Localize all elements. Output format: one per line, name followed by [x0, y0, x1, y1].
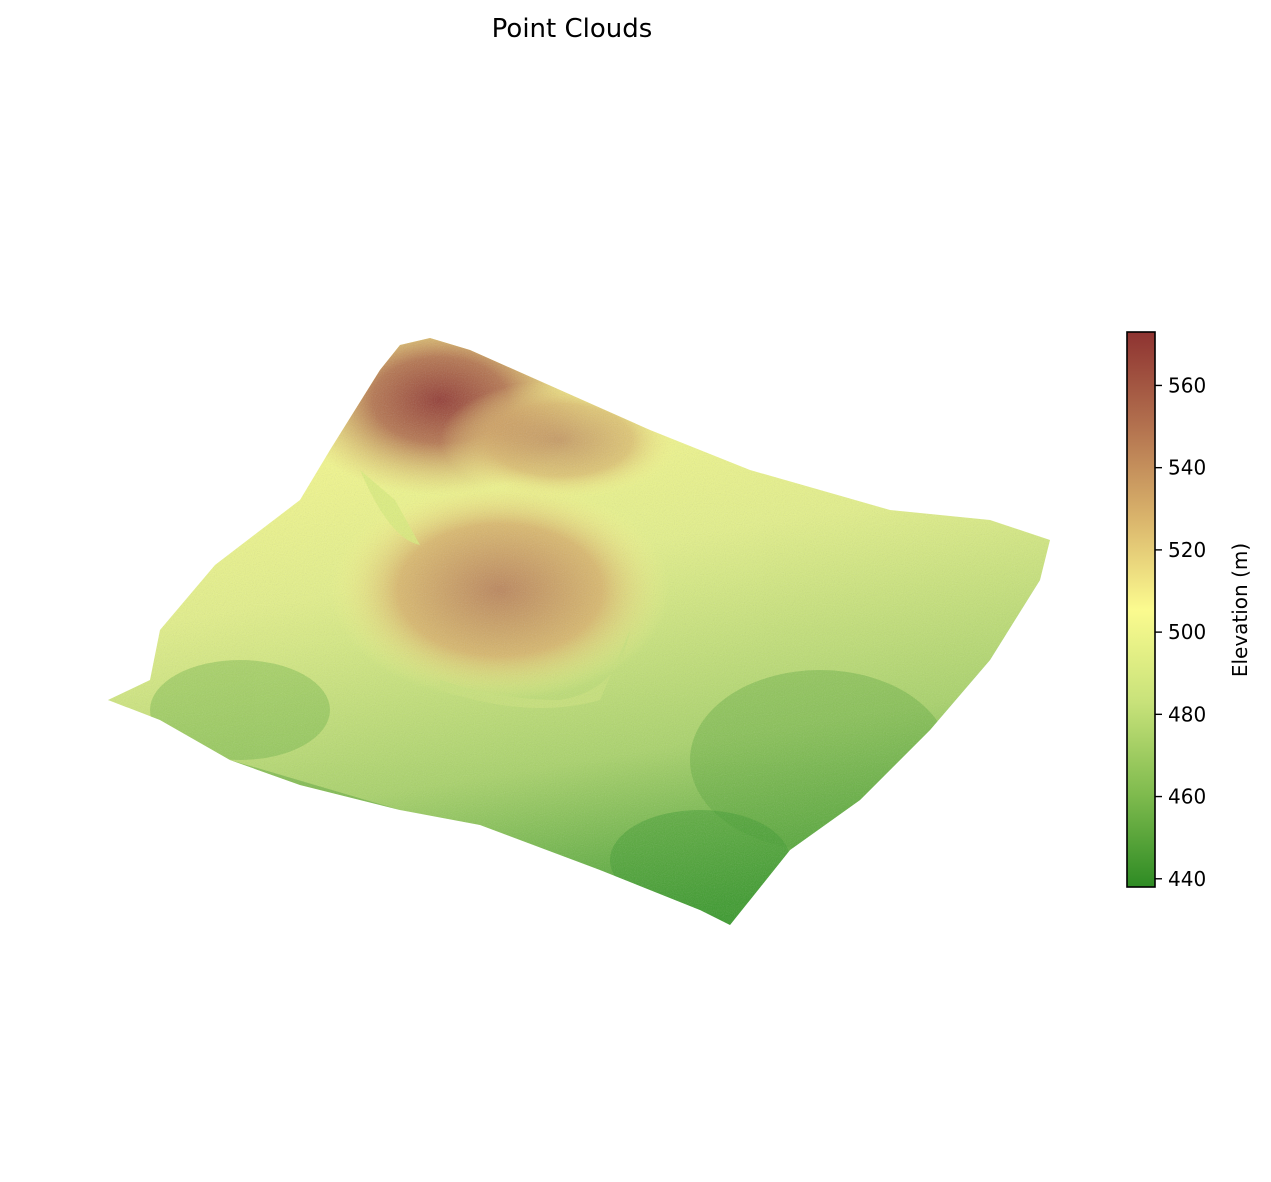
- colorbar-tick-label: 460: [1168, 785, 1206, 809]
- colorbar-tick-label: 520: [1168, 538, 1206, 562]
- colorbar: 440 460 480 500 520 540 560: [1126, 331, 1206, 891]
- colorbar-tick-label: 440: [1168, 867, 1206, 891]
- point-cloud-surface: [108, 338, 1050, 925]
- colorbar-label: Elevation (m): [1228, 542, 1252, 678]
- colorbar-tick-label: 560: [1168, 373, 1206, 397]
- colorbar-tick-label: 500: [1168, 620, 1206, 644]
- colorbar-ticks: 440 460 480 500 520 540 560: [1155, 373, 1206, 891]
- colorbar-tick-label: 540: [1168, 456, 1206, 480]
- chart-title: Point Clouds: [491, 14, 653, 44]
- colorbar-tick-label: 480: [1168, 702, 1206, 726]
- colorbar-gradient: [1126, 331, 1156, 888]
